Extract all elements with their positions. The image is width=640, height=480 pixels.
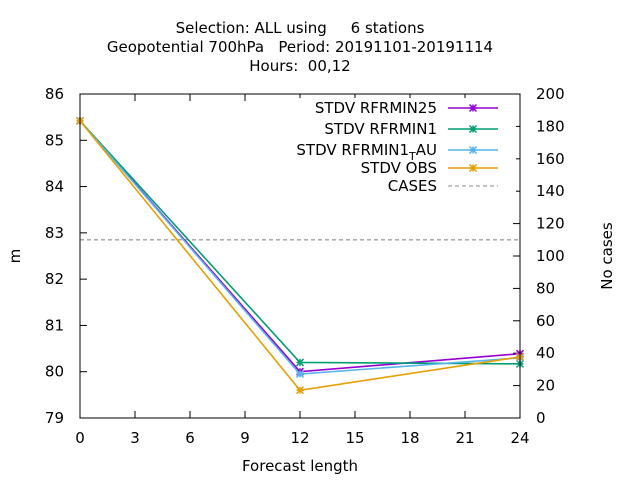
x-tick-label: 21	[455, 429, 474, 447]
legend-background	[288, 98, 516, 198]
y-tick-label: 83	[45, 224, 64, 242]
y2-tick-label: 0	[536, 409, 546, 427]
data-point-stdv-obs	[295, 386, 305, 395]
y2-tick-label: 120	[536, 215, 565, 233]
x-tick-label: 9	[240, 429, 250, 447]
y-axis-label: m	[6, 249, 24, 264]
y-tick-label: 79	[45, 409, 64, 427]
x-tick-label: 0	[75, 429, 85, 447]
x-tick-label: 18	[400, 429, 419, 447]
data-point-stdv-rfrmin1-tau	[295, 369, 305, 379]
x-axis-label: Forecast length	[242, 457, 358, 475]
y-tick-label: 86	[45, 85, 64, 103]
x-tick-label: 6	[185, 429, 195, 447]
chart-title: Selection: ALL using 6 stationsGeopotent…	[107, 19, 493, 75]
y2-tick-label: 140	[536, 182, 565, 200]
y2-tick-label: 60	[536, 312, 555, 330]
data-point-stdv-rfrmin1	[295, 358, 305, 367]
x-tick-label: 15	[345, 429, 364, 447]
chart-title-line: Hours: 00,12	[249, 57, 350, 75]
plot-border	[79, 93, 521, 419]
legend-marker	[468, 103, 478, 113]
legend-marker	[468, 124, 478, 134]
y2-tick-label: 40	[536, 344, 555, 362]
legend-entry-label: STDV RFRMIN1TAU	[296, 141, 437, 163]
y-tick-label: 82	[45, 270, 64, 288]
legend-entry-label: STDV OBS	[361, 159, 437, 177]
y2-tick-label: 80	[536, 279, 555, 297]
x-tick-label: 12	[290, 429, 309, 447]
x-tick-label: 24	[510, 429, 529, 447]
y-tick-label: 81	[45, 316, 64, 334]
legend-marker	[468, 163, 478, 173]
y2-axis-label: No cases	[598, 222, 616, 290]
y-tick-label: 84	[45, 178, 64, 196]
legend: STDV RFRMIN25 STDV RFRMIN1 STDV RFRMIN1TAU…	[288, 98, 516, 198]
legend-entry-label: STDV RFRMIN25	[315, 99, 437, 117]
axis-ticks: 0 3 6 9 12 15 18 21 24 79 80 81 82 83 84 85 86 0 20 40 60 80 1…	[45, 85, 565, 447]
y2-tick-label: 100	[536, 247, 565, 265]
y2-tick-label: 160	[536, 150, 565, 168]
y2-tick-label: 20	[536, 377, 555, 395]
y-tick-label: 80	[45, 363, 64, 381]
legend-marker	[468, 145, 478, 155]
legend-entry-label: CASES	[388, 177, 437, 195]
chart-title-line: Selection: ALL using 6 stations	[176, 19, 425, 37]
legend-entry-label: STDV RFRMIN1	[324, 120, 437, 138]
y2-tick-label: 180	[536, 117, 565, 135]
y-tick-label: 85	[45, 131, 64, 149]
x-tick-label: 3	[130, 429, 140, 447]
chart-title-line: Geopotential 700hPa Period: 20191101-201…	[107, 38, 493, 56]
y2-tick-label: 200	[536, 85, 565, 103]
